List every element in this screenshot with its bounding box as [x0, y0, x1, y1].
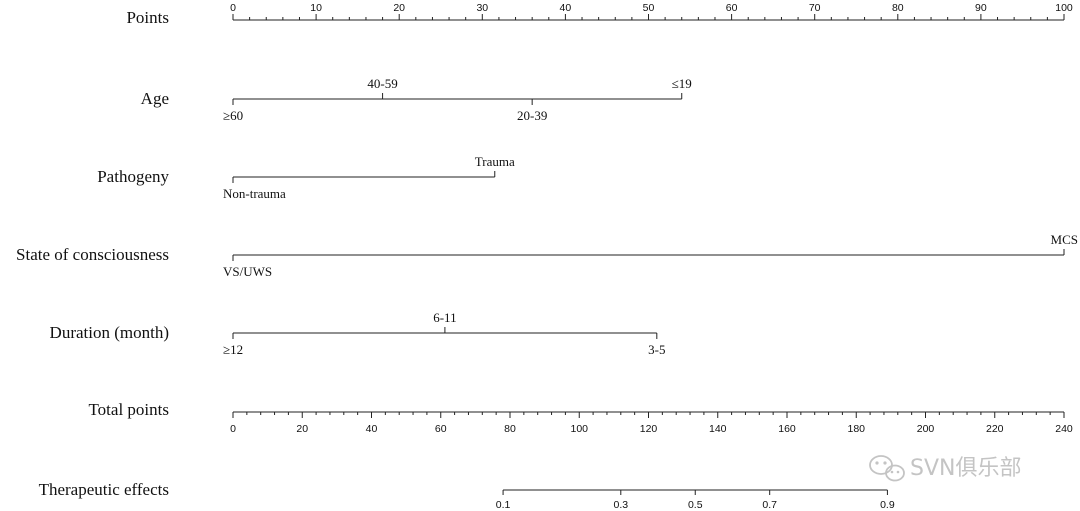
points-tick-label: 50: [643, 2, 655, 14]
watermark-text: SVN俱乐部: [910, 456, 1021, 481]
points-tick-label: 40: [560, 2, 572, 14]
total-tick-label: 160: [778, 423, 796, 435]
level-label: 6-11: [433, 310, 456, 325]
points-tick-label: 100: [1055, 2, 1073, 14]
total-tick-label: 240: [1055, 423, 1073, 435]
outcome-tick-label: 0.5: [688, 499, 703, 511]
total-tick-label: 220: [986, 423, 1004, 435]
total-tick-label: 120: [640, 423, 658, 435]
outcome-tick-label: 0.3: [613, 499, 628, 511]
wechat-icon: [869, 455, 905, 482]
level-label: Non-trauma: [223, 186, 286, 201]
points-tick-label: 90: [975, 2, 987, 14]
row-label: Points: [126, 8, 169, 27]
row-duration-month: Duration (month) ≥12 6-11 3-5: [50, 310, 666, 357]
row-label: Pathogeny: [97, 167, 169, 186]
row-total-points: Total points 0 20 40 60 80 100 120 140 160 180 200 2…: [88, 400, 1072, 435]
total-tick-label: 200: [917, 423, 935, 435]
total-tick-label: 180: [847, 423, 865, 435]
row-label: Therapeutic effects: [39, 480, 169, 499]
row-therapeutic-effects: Therapeutic effects 0.1 0.3 0.5 0.7 0.9: [39, 480, 895, 511]
points-tick-label: 0: [230, 2, 236, 14]
level-label: ≤19: [672, 76, 692, 91]
row-pathogeny: Pathogeny Non-trauma Trauma: [97, 154, 515, 201]
points-tick-label: 80: [892, 2, 904, 14]
total-tick-label: 140: [709, 423, 727, 435]
total-tick-label: 80: [504, 423, 516, 435]
row-points: Points 0 10 20 30 40 50 60 70 80 90 100: [126, 2, 1072, 27]
level-label: ≥12: [223, 342, 243, 357]
level-label: ≥60: [223, 108, 243, 123]
row-age: Age ≥60 40-59 20-39 ≤19: [141, 76, 692, 123]
points-tick-label: 60: [726, 2, 738, 14]
row-state-of-consciousness: State of consciousness VS/UWS MCS: [16, 232, 1078, 279]
watermark: SVN俱乐部: [869, 455, 1021, 482]
row-label: State of consciousness: [16, 245, 169, 264]
total-tick-label: 40: [366, 423, 378, 435]
row-label: Duration (month): [50, 323, 169, 342]
points-tick-label: 30: [476, 2, 488, 14]
total-tick-label: 20: [296, 423, 308, 435]
total-tick-label: 100: [570, 423, 588, 435]
level-label: 40-59: [367, 76, 397, 91]
level-label: MCS: [1051, 232, 1078, 247]
points-tick-label: 70: [809, 2, 821, 14]
level-label: 20-39: [517, 108, 547, 123]
row-label: Total points: [88, 400, 169, 419]
row-label: Age: [141, 89, 169, 108]
total-tick-label: 60: [435, 423, 447, 435]
level-label: 3-5: [648, 342, 665, 357]
points-tick-label: 10: [310, 2, 322, 14]
points-tick-label: 20: [393, 2, 405, 14]
level-label: VS/UWS: [223, 264, 272, 279]
outcome-tick-label: 0.9: [880, 499, 895, 511]
outcome-tick-label: 0.1: [496, 499, 511, 511]
nomogram-rows: Points 0 10 20 30 40 50 60 70 80 90 100 Age ≥60 40-59 2…: [16, 2, 1078, 511]
outcome-tick-label: 0.7: [762, 499, 777, 511]
total-tick-label: 0: [230, 423, 236, 435]
level-label: Trauma: [475, 154, 515, 169]
